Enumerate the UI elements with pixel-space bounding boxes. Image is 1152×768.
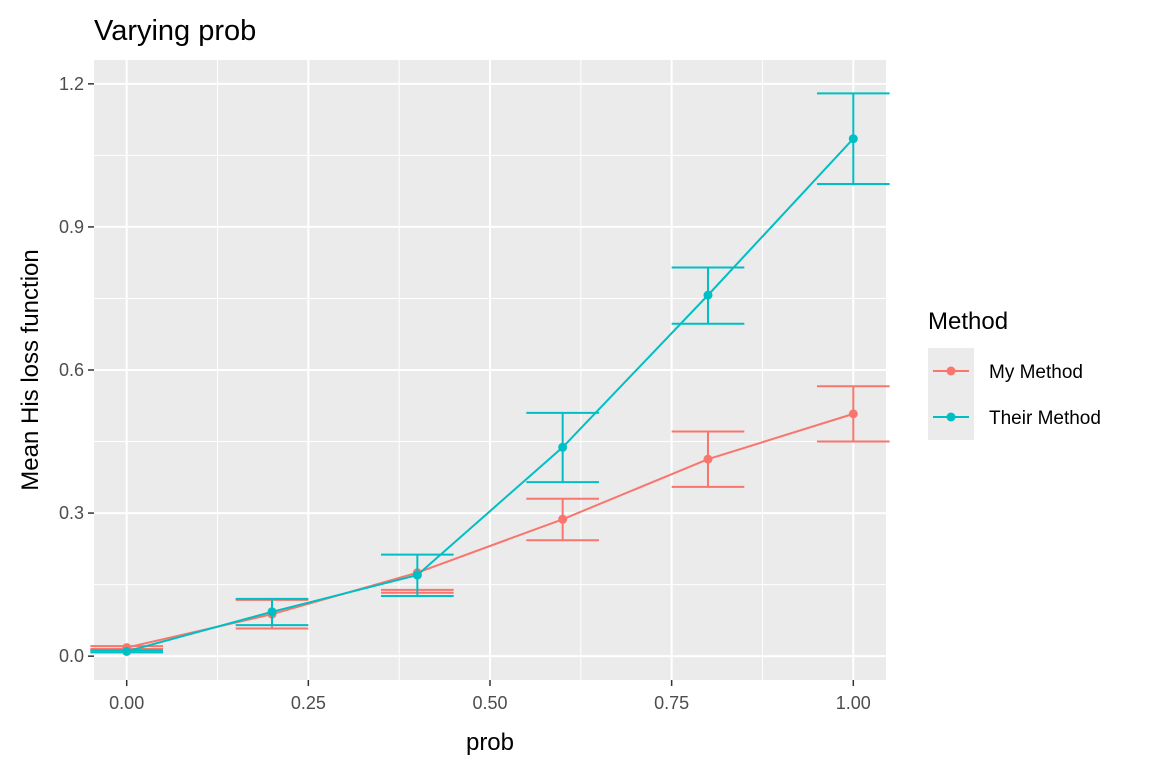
x-tick-label: 1.00 [836,693,871,713]
series-line-my-method [126,412,854,649]
x-tick-label: 0.25 [291,693,326,713]
data-point [267,607,277,617]
chart-title: Varying prob [94,15,256,47]
y-tick-label: 0.9 [59,217,84,237]
data-point [848,409,858,419]
legend-items: My Method Their Method [928,348,1101,440]
x-axis: 0.00 0.25 0.50 0.75 1.00 [109,680,871,713]
data-point [558,442,568,452]
y-tick-label: 0.6 [59,360,84,380]
legend: Method My Method Their Method [928,308,1101,440]
y-tick-label: 0.0 [59,646,84,666]
y-tick-label: 0.3 [59,503,84,523]
legend-title: Method [928,308,1008,335]
legend-item: Their Method [928,394,1101,440]
y-axis: 0.0 0.3 0.6 0.9 1.2 [59,74,94,666]
data-point [558,514,568,524]
data-point [122,646,132,656]
major-gridlines [94,60,886,680]
series-their-method [90,92,890,656]
x-tick-label: 0.00 [109,693,144,713]
x-tick-label: 0.75 [654,693,689,713]
data-point [703,290,713,300]
data-point [848,134,858,144]
legend-key-point [946,366,956,376]
legend-label: Their Method [989,408,1101,429]
legend-label: My Method [989,362,1083,383]
legend-item: My Method [928,348,1083,394]
y-tick-label: 1.2 [59,74,84,94]
y-axis-title: Mean His loss function [17,249,44,490]
data-point [412,570,422,580]
legend-key-point [946,412,956,422]
data-point [703,454,713,464]
x-axis-title: prob [466,729,514,756]
x-tick-label: 0.50 [472,693,507,713]
series-layer [90,92,890,656]
series-line-their-method [126,138,855,653]
